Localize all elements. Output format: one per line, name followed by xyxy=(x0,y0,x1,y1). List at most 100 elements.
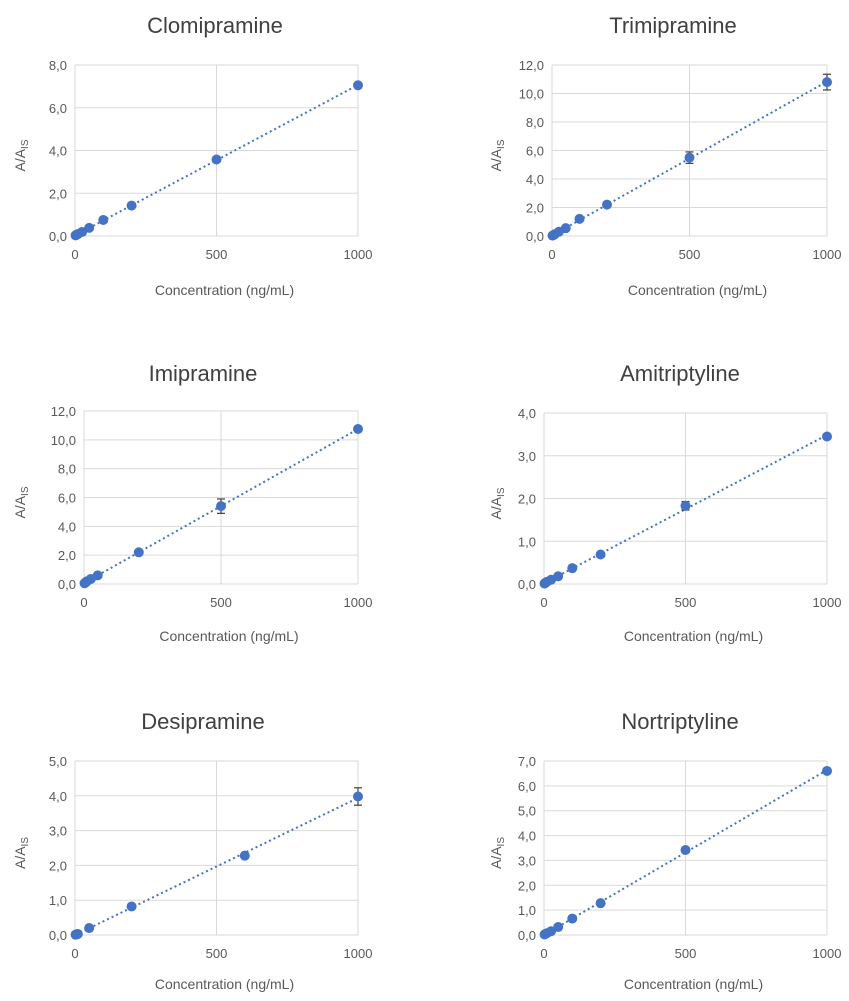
y-tick-label: 12,0 xyxy=(51,404,76,419)
y-tick-label: 12,0 xyxy=(519,58,544,73)
y-tick-label: 0,0 xyxy=(58,577,76,592)
x-tick-label: 500 xyxy=(679,247,701,262)
y-tick-label: 0,0 xyxy=(518,928,536,943)
data-point xyxy=(822,77,832,88)
data-point xyxy=(72,928,83,939)
trendline xyxy=(75,84,359,237)
y-tick-label: 2,0 xyxy=(518,878,536,893)
y-tick-label: 6,0 xyxy=(526,144,544,159)
data-point xyxy=(216,501,226,512)
y-tick-label: 0,0 xyxy=(49,229,67,244)
data-point xyxy=(133,547,144,558)
data-point xyxy=(822,431,832,442)
x-tick-label: 1000 xyxy=(344,247,373,262)
x-tick-label: 1000 xyxy=(813,247,842,262)
chart-title: Amitriptyline xyxy=(620,361,740,386)
chart-title: Imipramine xyxy=(149,361,258,386)
chart-desipramine: 0,0 1,0 2,0 3,0 4,0 5,0 0 500 1000 Desipramine Con… xyxy=(12,709,372,992)
y-tick-label: 2,0 xyxy=(49,186,67,201)
y-tick-label: 7,0 xyxy=(518,754,536,769)
data-point xyxy=(239,850,250,861)
y-tick-label: 10,0 xyxy=(51,433,76,448)
y-tick-label: 0,0 xyxy=(518,577,536,592)
data-point xyxy=(84,222,95,233)
chart-title: Desipramine xyxy=(141,709,265,734)
y-tick-label: 6,0 xyxy=(49,101,67,116)
x-tick-label: 1000 xyxy=(813,595,842,610)
data-point xyxy=(211,154,222,165)
y-tick-label: 6,0 xyxy=(518,779,536,794)
data-point xyxy=(98,214,109,225)
y-tick-label: 5,0 xyxy=(518,804,536,819)
y-axis-label: A/AIS xyxy=(488,139,507,171)
y-axis-label: A/AIS xyxy=(488,487,507,519)
chart-title: Clomipramine xyxy=(147,13,283,38)
y-tick-label: 4,0 xyxy=(518,406,536,421)
data-point xyxy=(595,898,606,909)
chart-amitriptyline: 0,0 1,0 2,0 3,0 4,0 0 500 1000 Amitriptyline Conc… xyxy=(488,361,841,644)
x-axis-label: Concentration (ng/mL) xyxy=(159,628,298,644)
data-point xyxy=(567,563,578,574)
y-tick-label: 5,0 xyxy=(49,754,67,769)
data-point xyxy=(595,549,606,560)
y-tick-label: 0,0 xyxy=(49,928,67,943)
y-tick-label: 6,0 xyxy=(58,491,76,506)
y-tick-label: 4,0 xyxy=(526,172,544,187)
x-tick-label: 1000 xyxy=(344,946,373,961)
y-tick-label: 10,0 xyxy=(519,87,544,102)
data-point xyxy=(602,199,612,210)
y-tick-label: 4,0 xyxy=(49,789,67,804)
data-point xyxy=(822,765,832,776)
y-tick-label: 3,0 xyxy=(518,853,536,868)
x-axis-label: Concentration (ng/mL) xyxy=(624,976,763,992)
data-point xyxy=(574,213,585,224)
x-axis-label: Concentration (ng/mL) xyxy=(155,976,294,992)
x-axis-label: Concentration (ng/mL) xyxy=(624,628,763,644)
data-point xyxy=(553,571,564,582)
x-tick-label: 500 xyxy=(675,946,697,961)
x-tick-label: 0 xyxy=(71,946,78,961)
y-tick-label: 8,0 xyxy=(49,58,67,73)
x-tick-label: 1000 xyxy=(344,595,373,610)
data-point xyxy=(353,791,363,802)
data-point xyxy=(684,152,695,163)
data-point xyxy=(353,424,363,435)
y-tick-label: 2,0 xyxy=(49,858,67,873)
y-tick-label: 2,0 xyxy=(58,548,76,563)
y-tick-label: 4,0 xyxy=(518,829,536,844)
trendline xyxy=(544,434,828,584)
y-tick-label: 0,0 xyxy=(526,229,544,244)
x-axis-label: Concentration (ng/mL) xyxy=(628,282,767,298)
data-point xyxy=(567,913,578,924)
y-tick-label: 8,0 xyxy=(526,115,544,130)
chart-nortriptyline: 0,0 1,0 2,0 3,0 4,0 5,0 6,0 7,0 0 500 1000 Nortript… xyxy=(488,709,841,992)
x-tick-label: 0 xyxy=(540,946,547,961)
x-tick-label: 500 xyxy=(675,595,697,610)
data-point xyxy=(680,500,691,511)
x-tick-label: 0 xyxy=(540,595,547,610)
chart-title: Nortriptyline xyxy=(621,709,738,734)
data-point xyxy=(126,901,137,912)
y-tick-label: 1,0 xyxy=(518,903,536,918)
data-point xyxy=(126,200,137,211)
y-axis-label: A/AIS xyxy=(12,486,31,518)
data-point xyxy=(560,223,571,234)
x-tick-label: 500 xyxy=(206,946,228,961)
x-tick-label: 1000 xyxy=(813,946,842,961)
y-tick-label: 2,0 xyxy=(526,201,544,216)
y-tick-label: 2,0 xyxy=(518,492,536,507)
chart-clomipramine: 0,0 2,0 4,0 6,0 8,0 0 500 1000 Clomipramine Conce… xyxy=(12,13,372,298)
data-point xyxy=(680,844,691,855)
y-axis-label: A/AIS xyxy=(488,837,507,869)
data-point xyxy=(92,570,103,581)
x-tick-label: 0 xyxy=(80,595,87,610)
data-point xyxy=(553,922,564,933)
x-tick-label: 0 xyxy=(71,247,78,262)
y-axis-label: A/AIS xyxy=(12,139,31,171)
y-tick-label: 4,0 xyxy=(58,519,76,534)
x-tick-label: 500 xyxy=(210,595,232,610)
x-tick-label: 500 xyxy=(206,247,228,262)
x-axis-label: Concentration (ng/mL) xyxy=(155,282,294,298)
y-tick-label: 3,0 xyxy=(49,824,67,839)
